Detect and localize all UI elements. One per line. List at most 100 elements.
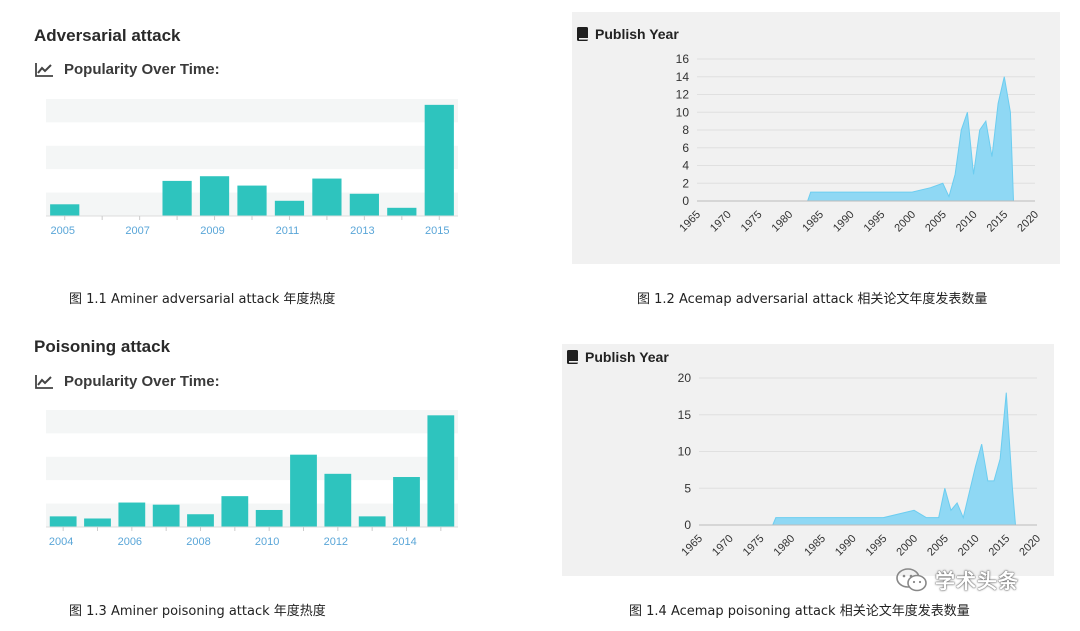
aminer-poi-title: Poisoning attack (34, 337, 171, 356)
acemap-adv-title-row: Publish Year (576, 26, 679, 42)
y-tick-label-5: 5 (684, 481, 691, 495)
line-chart-icon (35, 62, 53, 77)
line-chart-icon (35, 374, 53, 389)
bar-2014 (393, 477, 420, 527)
x-tick-label-2005: 2005 (925, 533, 951, 559)
bar-2005 (84, 518, 111, 527)
bar-2008 (162, 180, 192, 216)
aminer-adv-subtitle: Popularity Over Time: (64, 61, 220, 78)
x-tick-label-1980: 1980 (772, 533, 798, 559)
grid-band (46, 99, 458, 123)
aminer-poi-subtitle-row: Popularity Over Time: (34, 373, 220, 390)
y-tick-label-0: 0 (684, 518, 691, 532)
x-tick-label-1980: 1980 (770, 209, 796, 235)
x-tick-label-1965: 1965 (679, 533, 705, 559)
x-tick-label-2013: 2013 (350, 225, 374, 237)
acemap-adv-title: Publish Year (595, 26, 679, 42)
bar-2012 (324, 473, 352, 527)
y-tick-label-10: 10 (676, 105, 690, 119)
y-tick-label-20: 20 (678, 371, 692, 385)
bar-2005 (50, 204, 80, 216)
bar-2012 (312, 178, 342, 216)
book-icon (567, 350, 578, 364)
aminer-poi-subtitle: Popularity Over Time: (64, 373, 220, 390)
bar-2010 (237, 185, 267, 216)
grid-band (46, 433, 458, 457)
bar-2013 (349, 193, 379, 216)
bar-2009 (199, 176, 230, 216)
acemap-poi-caption: 图 1.4 Acemap poisoning attack 相关论文年度发表数量 (629, 604, 970, 619)
bar-2010 (255, 509, 283, 527)
x-tick-label-1965: 1965 (677, 209, 703, 235)
acemap-adv-area-chart: 0 2 4 6 8 10 12 14 16 1965 1970 1975 1980 1985 1990 199… (676, 52, 1041, 235)
grid-band (46, 503, 458, 527)
x-tick-label-2007: 2007 (125, 225, 149, 237)
y-tick-label-14: 14 (676, 70, 690, 84)
x-tick-label-1970: 1970 (708, 209, 734, 235)
grid-band (46, 169, 458, 193)
aminer-adv-title: Adversarial attack (34, 26, 181, 45)
acemap-poi-area-chart: 0 5 10 15 20 1965 1970 1975 1980 1985 1990 1995 2000… (678, 371, 1043, 559)
x-tick-label-1990: 1990 (831, 209, 857, 235)
area-series (697, 76, 1015, 202)
x-tick-label-1985: 1985 (802, 533, 828, 559)
y-tick-label-10: 10 (678, 445, 692, 459)
y-tick-label-16: 16 (676, 52, 690, 66)
x-tick-label-1975: 1975 (739, 209, 765, 235)
x-tick-label-2010: 2010 (956, 533, 982, 559)
x-tick-label-2020: 2020 (1017, 533, 1043, 559)
bar-2004 (49, 516, 77, 527)
y-tick-label-12: 12 (676, 88, 690, 102)
grid-band (46, 480, 458, 504)
x-tick-label-2004: 2004 (49, 536, 73, 548)
bar-2007 (152, 504, 180, 527)
bar-2006 (118, 502, 146, 527)
x-tick-label-1995: 1995 (862, 209, 888, 235)
aminer-adv-bar-chart: 2005 2007 2009 2011 2013 2015 (46, 99, 458, 237)
grid-band (46, 122, 458, 146)
x-tick-label-1990: 1990 (833, 533, 859, 559)
x-tick-label-2008: 2008 (186, 536, 210, 548)
aminer-poi-bar-chart: 2004 2006 2008 2010 2012 2014 (46, 410, 458, 548)
book-icon (577, 27, 588, 41)
acemap-poi-title-row: Publish Year (566, 349, 669, 365)
y-tick-label-0: 0 (682, 194, 689, 208)
x-tick-label-2015: 2015 (985, 209, 1011, 235)
x-tick-label-2000: 2000 (894, 533, 920, 559)
x-tick-label-1970: 1970 (710, 533, 736, 559)
acemap-poi-title: Publish Year (585, 349, 669, 365)
y-tick-label-15: 15 (678, 408, 692, 422)
grid-band (46, 410, 458, 434)
x-tick-label-2014: 2014 (392, 536, 416, 548)
wechat-icon (896, 567, 927, 591)
bar-2013 (358, 516, 386, 527)
bar-2011 (290, 454, 317, 527)
x-tick-label-1985: 1985 (800, 209, 826, 235)
x-tick-label-2020: 2020 (1015, 209, 1041, 235)
bar-2014 (387, 207, 417, 216)
x-tick-label-2015: 2015 (425, 225, 449, 237)
y-tick-label-8: 8 (682, 123, 689, 137)
x-tick-label-2012: 2012 (324, 536, 348, 548)
x-tick-label-2000: 2000 (892, 209, 918, 235)
bar-2011 (274, 200, 305, 216)
x-tick-label-2006: 2006 (118, 536, 142, 548)
watermark-text: 学术头条 (935, 569, 1019, 593)
y-tick-label-2: 2 (682, 176, 689, 190)
bar-2015 (424, 104, 454, 216)
bar-2008 (187, 514, 214, 527)
watermark: 学术头条 (895, 565, 1019, 594)
bar-2015 (427, 415, 455, 527)
y-tick-label-4: 4 (682, 159, 689, 173)
x-tick-label-2010: 2010 (255, 536, 279, 548)
x-tick-label-2009: 2009 (200, 225, 224, 237)
acemap-poi-panel: Publish Year 0 5 10 15 20 1965 1970 1975 1980 198… (562, 344, 1054, 576)
y-tick-label-6: 6 (682, 141, 689, 155)
x-tick-label-2010: 2010 (954, 209, 980, 235)
bar-2009 (221, 496, 249, 527)
x-tick-label-2015: 2015 (987, 533, 1013, 559)
x-tick-label-2005: 2005 (923, 209, 949, 235)
aminer-adv-caption: 图 1.1 Aminer adversarial attack 年度热度 (69, 292, 336, 307)
grid-band (46, 456, 458, 481)
aminer-poi-caption: 图 1.3 Aminer poisoning attack 年度热度 (69, 604, 326, 619)
